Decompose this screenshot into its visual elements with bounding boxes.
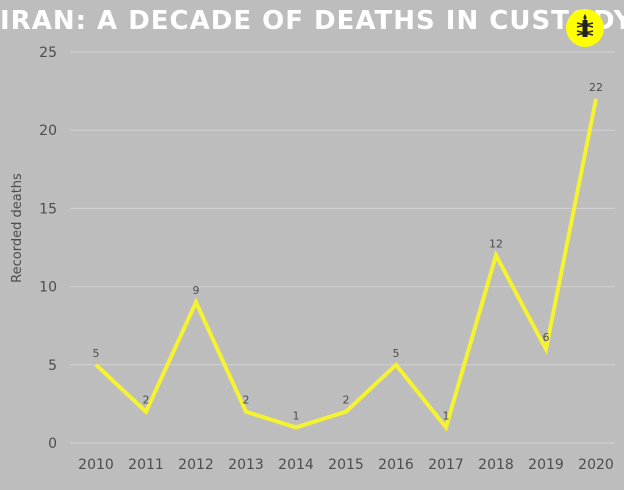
data-label: 2 bbox=[143, 394, 150, 407]
data-label: 5 bbox=[393, 347, 400, 360]
x-tick-label: 2013 bbox=[228, 457, 264, 473]
x-tick-label: 2010 bbox=[78, 457, 114, 473]
data-label: 2 bbox=[243, 394, 250, 407]
candle-in-barbed-wire-icon bbox=[576, 14, 594, 37]
amnesty-logo bbox=[566, 9, 604, 47]
x-tick-label: 2015 bbox=[328, 457, 364, 473]
x-tick-label: 2012 bbox=[178, 457, 214, 473]
y-axis-ticks: 0 5 10 15 20 25 bbox=[39, 45, 57, 452]
data-label: 9 bbox=[193, 284, 200, 297]
data-label: 1 bbox=[443, 409, 450, 422]
x-tick-label: 2017 bbox=[428, 457, 464, 473]
series-line-recorded-deaths bbox=[94, 98, 598, 432]
y-tick-label: 5 bbox=[48, 358, 57, 374]
data-label: 12 bbox=[489, 237, 503, 250]
data-label: 1 bbox=[293, 409, 300, 422]
gridlines bbox=[70, 51, 615, 444]
x-tick-label: 2011 bbox=[128, 457, 164, 473]
y-tick-label: 0 bbox=[48, 436, 57, 452]
y-tick-label: 20 bbox=[39, 123, 57, 139]
x-tick-label: 2019 bbox=[528, 457, 564, 473]
x-tick-label: 2016 bbox=[378, 457, 414, 473]
x-axis-ticks: 2010 2011 2012 2013 2014 2015 2016 2017 2018 2019… bbox=[78, 457, 614, 473]
x-tick-label: 2020 bbox=[578, 457, 614, 473]
data-label: 5 bbox=[93, 347, 100, 360]
y-tick-label: 10 bbox=[39, 280, 57, 296]
y-axis-label: Recorded deaths bbox=[10, 173, 25, 283]
page-title: IRAN: A DECADE OF DEATHS IN CUSTODY bbox=[0, 6, 624, 36]
data-label: 22 bbox=[589, 81, 603, 94]
y-tick-label: 15 bbox=[39, 201, 57, 217]
y-tick-label: 25 bbox=[39, 45, 57, 61]
data-label: 2 bbox=[343, 394, 350, 407]
x-tick-label: 2018 bbox=[478, 457, 514, 473]
data-label: 6 bbox=[543, 331, 550, 344]
x-tick-label: 2014 bbox=[278, 457, 314, 473]
